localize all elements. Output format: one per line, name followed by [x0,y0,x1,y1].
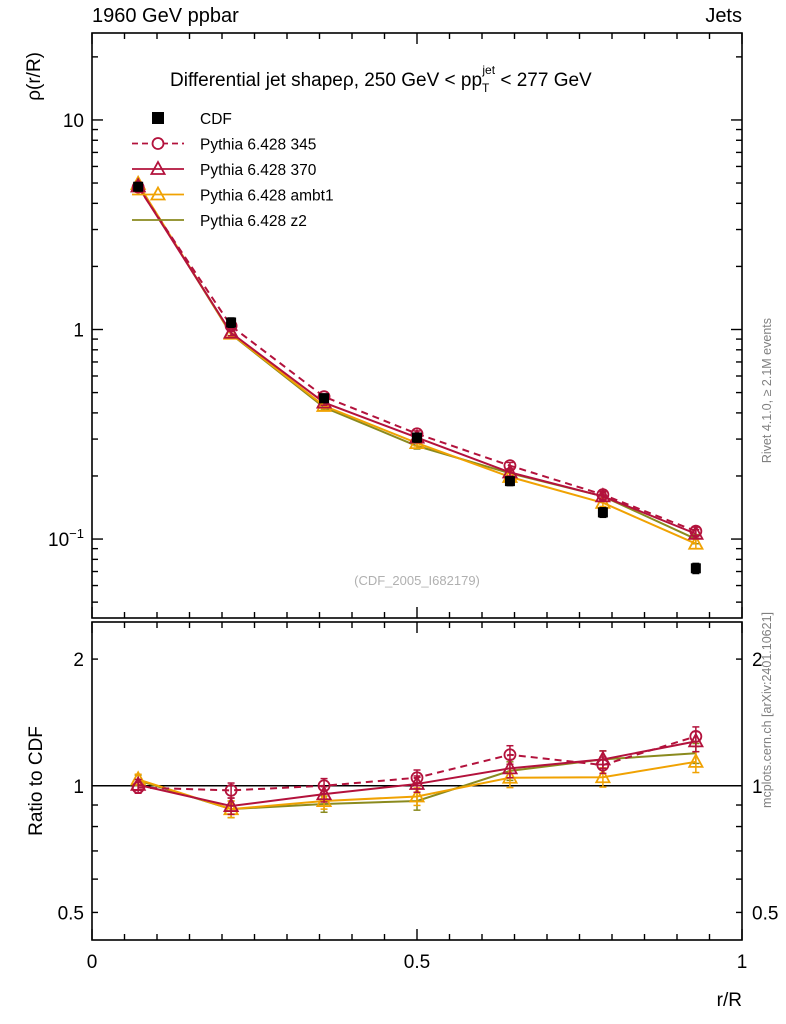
series-cdf [133,181,701,575]
data-point [689,524,703,538]
data-point [412,432,422,443]
plot-title: Differential jet shapeρ, 250 GeV < ppTje… [170,63,592,95]
legend-marker-square [152,112,164,124]
main-y-axis-label: ρ(r/R) [24,52,45,101]
data-point [503,459,517,473]
series-line [137,186,697,533]
y-tick-label-text-right: 0.5 [752,903,778,924]
legend-label: Pythia 6.428 ambt1 [200,188,334,205]
series-pythia-6-428-370 [130,177,704,540]
data-point [501,768,519,784]
series-pythia-6-428-345 [131,180,703,538]
x-ticks: 0 0.5 1 [87,33,748,973]
y-tick-label-text: 2 [73,650,84,671]
data-point [501,759,519,775]
data-point [594,768,612,784]
ratio-y-axis-label: Ratio to CDF [26,726,47,836]
series-line [137,185,697,535]
legend-label: CDF [200,111,232,128]
data-point [410,771,424,785]
data-point [319,393,330,404]
legend-item[interactable]: Pythia 6.428 370 [132,160,317,179]
data-point [222,323,240,339]
data-point [689,730,703,743]
x-tick-label-text: 0 [87,952,98,973]
legend-item[interactable]: Pythia 6.428 345 [132,137,316,154]
series-pythia-6-428-z2 [134,181,700,545]
legend-label: Pythia 6.428 345 [200,137,316,154]
data-point [131,781,145,794]
data-point [317,779,331,793]
data-point [222,796,240,812]
rivet-version-label: Rivet 4.1.0, ≥ 2.1M events [760,318,774,463]
data-point [687,534,704,550]
x-axis-label: r/R [717,990,742,1011]
y-tick-label-text: 1 [73,777,84,798]
header-left-label: 1960 GeV ppbar [92,5,239,27]
legend-item[interactable]: CDF [152,111,232,128]
dataset-watermark: (CDF_2005_I682179) [354,573,480,588]
y-tick-label-text: 0.5 [58,903,84,924]
plot-title-text: Differential jet shapeρ, 250 GeV < ppTje… [170,63,592,95]
y-tick-label-text: 1 [73,321,84,342]
y-tick-label: 10−1 [48,526,84,551]
data-point [131,180,145,194]
y-tick-label-text: 10 [63,111,84,132]
data-point [596,488,610,501]
data-point [690,563,701,574]
legend-item[interactable]: Pythia 6.428 ambt1 [132,185,334,205]
data-point [687,752,704,768]
legend-marker-triangle [149,160,167,175]
ratio-series-group [93,726,741,819]
x-tick-label-text: 0.5 [404,952,430,973]
y-tick-label-text-right: 1 [752,777,763,798]
data-point [504,476,515,487]
x-tick-label-text: 1 [737,952,748,973]
series-pythia-6-428-ambt1 [130,174,704,550]
header-right-label: Jets [705,5,742,27]
y-tick-label-text-right: 2 [752,650,763,671]
data-point [596,758,610,772]
mcplots-reference-label: mcplots.cern.ch [arXiv:2401.10621] [760,612,774,808]
main-y-ticks: 10 1 10−1 [48,56,742,603]
data-point [133,181,144,192]
ratio-series-pythia-6-428-345 [131,726,703,799]
series-line [137,183,697,545]
main-panel-frame [91,32,743,619]
ratio-y-ticks: 2 2 1 1 0.5 0.5 [58,650,779,924]
legend-marker-triangle [149,185,167,201]
legend-item[interactable]: Pythia 6.428 z2 [132,213,307,230]
legend-marker-circle [151,137,165,150]
data-point [503,748,517,762]
data-point [408,787,426,803]
legend: CDF Pythia 6.428 345 Pythia 6.428 370 Pythi… [132,111,334,230]
legend-label: Pythia 6.428 z2 [200,213,307,230]
data-point [687,524,704,540]
data-point [597,507,608,518]
data-point [226,317,237,328]
data-point [224,783,238,797]
main-series-group [130,174,704,575]
series-line [137,183,697,540]
legend-label: Pythia 6.428 370 [200,162,317,179]
y-tick-label-text: 10−1 [48,526,84,551]
